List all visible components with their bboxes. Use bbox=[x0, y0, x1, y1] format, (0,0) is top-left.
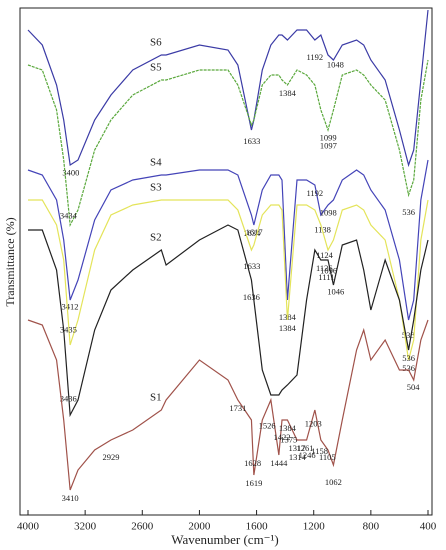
peak-label: 1192 bbox=[307, 188, 324, 198]
peak-label: 2929 bbox=[102, 452, 119, 462]
peak-label: 538 bbox=[402, 330, 415, 340]
peak-label: 1526 bbox=[259, 421, 276, 431]
peak-label: 1105 bbox=[319, 452, 336, 462]
series-label: S4 bbox=[150, 157, 162, 169]
peak-label: 536 bbox=[402, 363, 415, 373]
series-label: S5 bbox=[150, 62, 162, 74]
spectrum-line bbox=[27, 159, 429, 321]
peak-label: 1314 bbox=[289, 452, 307, 462]
peak-label: 1636 bbox=[243, 292, 260, 302]
peak-label: 1158 bbox=[311, 446, 328, 456]
x-tick-label: 4000 bbox=[17, 521, 40, 533]
peak-label: 536 bbox=[402, 353, 415, 363]
x-tick-label: 1600 bbox=[246, 521, 269, 533]
peak-label: 1124 bbox=[316, 250, 333, 260]
peak-label: 1617 bbox=[246, 227, 263, 237]
peak-label: 1261 bbox=[297, 443, 314, 453]
peak-label: 1444 bbox=[270, 458, 288, 468]
peak-label: 3434 bbox=[60, 211, 78, 221]
peak-label: 536 bbox=[402, 207, 415, 217]
peak-label: 3410 bbox=[62, 493, 79, 503]
peak-label: 1731 bbox=[229, 403, 246, 413]
peak-label: 1633 bbox=[243, 136, 260, 146]
plot-frame bbox=[19, 7, 433, 516]
peak-label: 3436 bbox=[60, 393, 77, 403]
x-tick-label: 3200 bbox=[74, 521, 97, 533]
peak-label: 1098 bbox=[320, 208, 337, 218]
peak-label: 1246 bbox=[299, 450, 316, 460]
x-tick-label: 800 bbox=[363, 521, 380, 533]
peak-label: 1317 bbox=[289, 443, 306, 453]
peak-label: 1634 bbox=[243, 228, 261, 238]
peak-label: 1062 bbox=[325, 477, 342, 487]
peak-label: 1048 bbox=[327, 60, 344, 70]
peak-label: 504 bbox=[407, 382, 421, 392]
peak-label: 1384 bbox=[279, 323, 297, 333]
peak-label: 1099 bbox=[320, 132, 337, 142]
peak-label: 1422 bbox=[274, 432, 291, 442]
peak-label: 1384 bbox=[279, 88, 297, 98]
peak-label: 1097 bbox=[320, 140, 337, 150]
series-label: S3 bbox=[150, 182, 162, 194]
spectrum-line bbox=[28, 199, 429, 361]
peak-label: 1375 bbox=[280, 435, 297, 445]
y-axis-label: Transmittance (%) bbox=[3, 217, 17, 306]
spectrum-line bbox=[27, 59, 429, 228]
x-tick-label: 2000 bbox=[188, 521, 211, 533]
peak-label: 1384 bbox=[279, 423, 297, 433]
peak-label: 1046 bbox=[327, 287, 344, 297]
peak-label: 1628 bbox=[244, 458, 261, 468]
spectrum-line bbox=[27, 9, 429, 168]
series-label: S6 bbox=[150, 37, 162, 49]
series-label: S1 bbox=[150, 392, 162, 404]
x-tick-label: 2600 bbox=[131, 521, 154, 533]
spectrum-line bbox=[28, 224, 429, 418]
peak-label: 3400 bbox=[62, 167, 79, 177]
x-tick-label: 1200 bbox=[303, 521, 326, 533]
peak-label: 1619 bbox=[245, 478, 262, 488]
peak-label: 1203 bbox=[305, 419, 322, 429]
spectrum-line bbox=[27, 319, 429, 491]
peak-label: 1126 bbox=[316, 263, 333, 273]
peak-label: 1192 bbox=[307, 52, 324, 62]
peak-label: 3412 bbox=[62, 302, 79, 312]
series-label: S2 bbox=[150, 232, 162, 244]
peak-label: 1111 bbox=[318, 272, 334, 282]
x-tick-label: 400 bbox=[420, 521, 437, 533]
peak-label: 1096 bbox=[320, 266, 337, 276]
x-axis-label: Wavenumber (cm⁻¹) bbox=[171, 532, 279, 547]
peak-label: 3435 bbox=[60, 324, 77, 334]
peak-label: 1633 bbox=[243, 261, 260, 271]
